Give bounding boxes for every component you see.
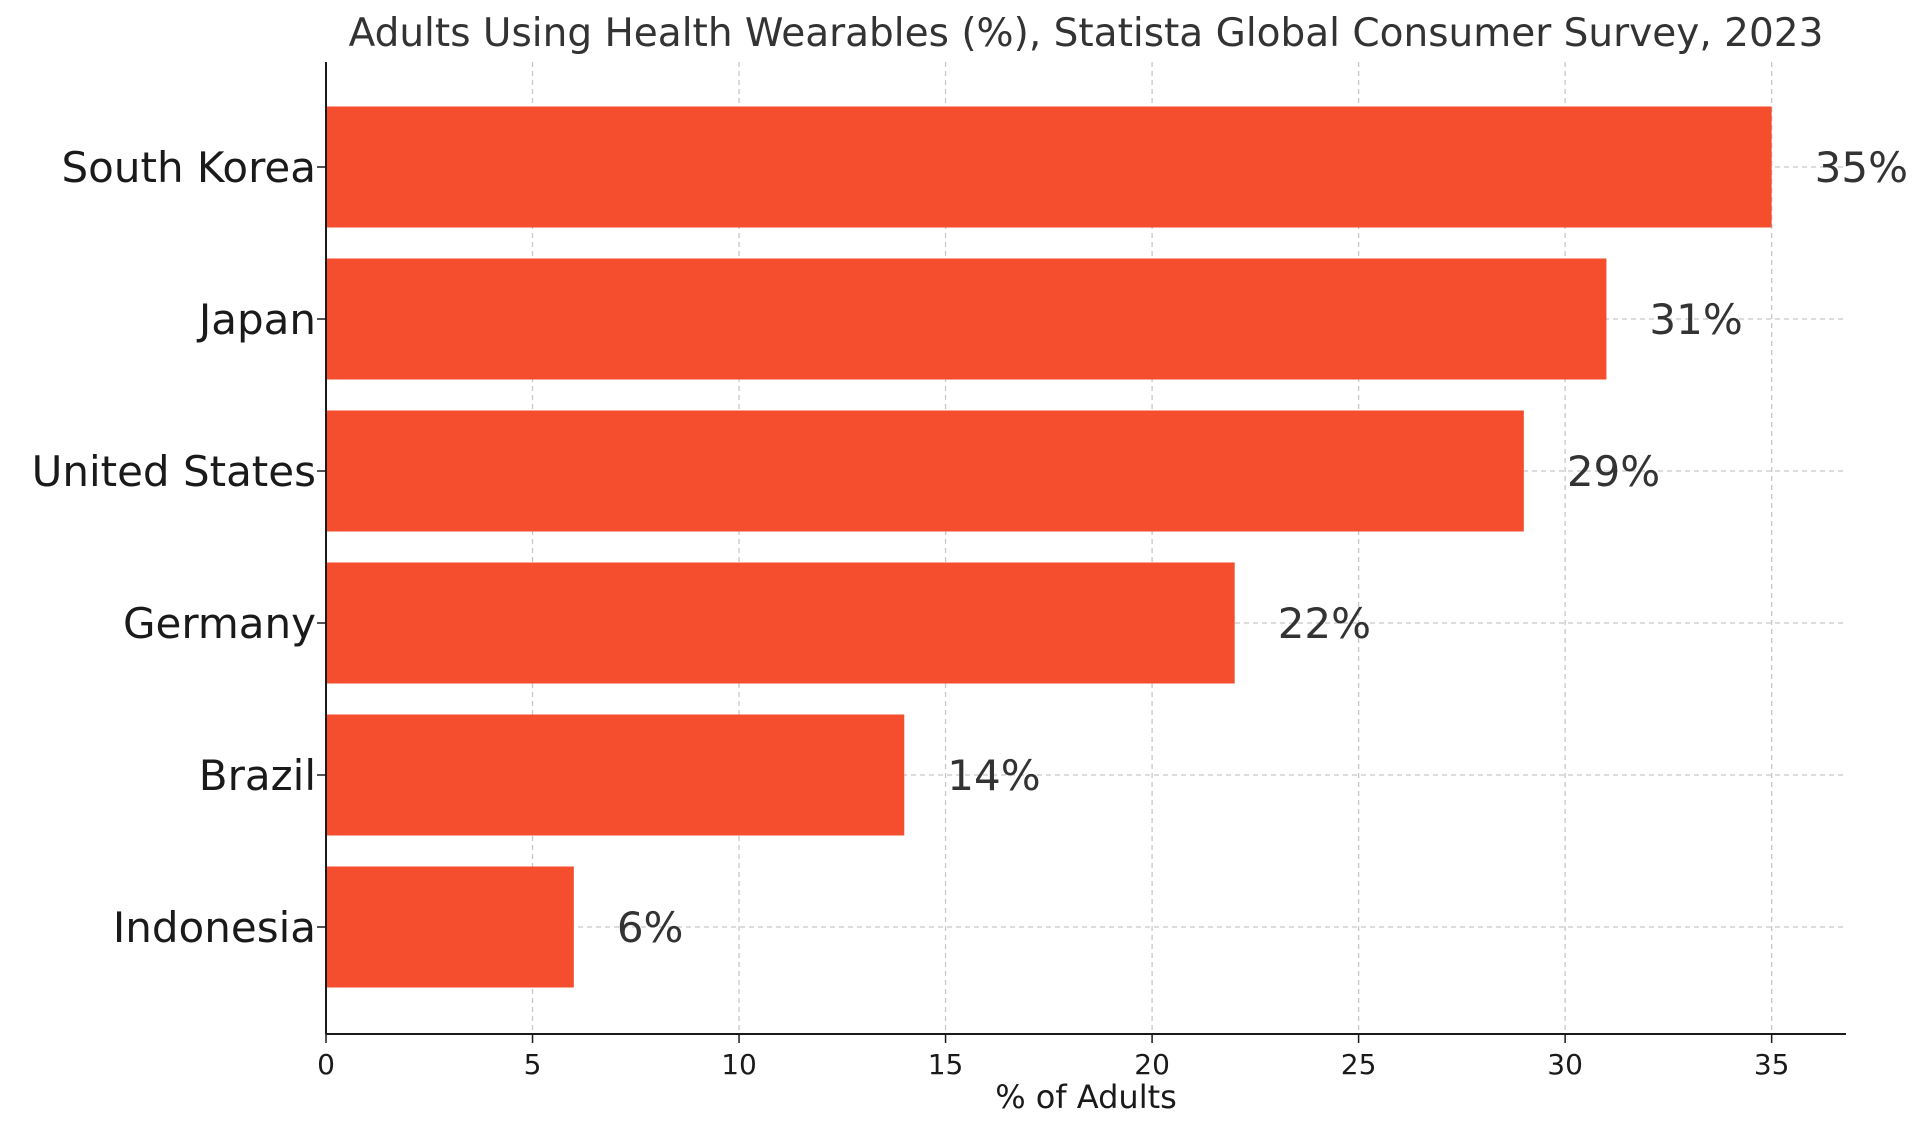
x-tick-label: 15: [928, 1048, 964, 1081]
x-tick-label: 30: [1547, 1048, 1583, 1081]
bar: [326, 410, 1524, 532]
labels: 0 5 10 15 20 25 30 35 South Korea 35% Japan 31% Unit…: [32, 143, 1908, 1081]
x-tick-label: 25: [1341, 1048, 1377, 1081]
category-label: Japan: [196, 295, 316, 344]
x-tick-label: 35: [1754, 1048, 1790, 1081]
category-label: South Korea: [62, 143, 316, 192]
x-tick-label: 20: [1134, 1048, 1170, 1081]
x-tick-label: 10: [721, 1048, 757, 1081]
bar: [326, 258, 1607, 380]
category-label: Germany: [123, 599, 316, 648]
bar: [326, 562, 1235, 684]
bar: [326, 106, 1772, 228]
x-tick-label: 5: [524, 1048, 542, 1081]
data-label: 29%: [1567, 447, 1660, 496]
x-tick-label: 0: [317, 1048, 335, 1081]
data-label: 31%: [1649, 295, 1742, 344]
data-label: 6%: [617, 903, 684, 952]
bars: [326, 106, 1772, 988]
bar: [326, 714, 905, 836]
data-label: 14%: [947, 751, 1040, 800]
x-axis-title: % of Adults: [995, 1078, 1177, 1116]
bar: [326, 866, 574, 988]
category-label: Indonesia: [113, 903, 316, 952]
data-label: 35%: [1815, 143, 1908, 192]
axes: [317, 62, 1846, 1043]
category-label: Brazil: [199, 751, 316, 800]
data-label: 22%: [1278, 599, 1371, 648]
category-label: United States: [32, 447, 316, 496]
chart-title: Adults Using Health Wearables (%), Stati…: [349, 11, 1824, 56]
